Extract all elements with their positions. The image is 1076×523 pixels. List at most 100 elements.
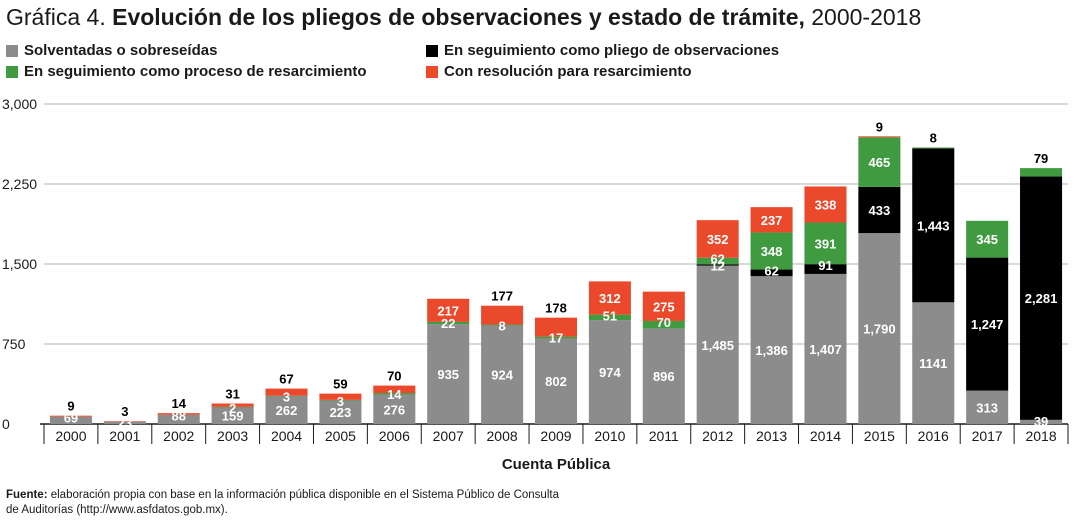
legend-item-proceso: En seguimiento como proceso de resarcimi… [6,63,367,80]
data-label: 62 [764,264,778,279]
data-label: 9 [876,119,883,134]
bar-segment [319,393,362,400]
title-main: Evolución de los pliegos de observacione… [112,4,805,30]
data-label: 22 [441,316,455,331]
y-tick-label: 750 [2,336,26,352]
legend-label-pliego: En seguimiento como pliego de observacio… [444,42,780,59]
data-label: 313 [976,400,998,415]
legend-item-solventadas: Solventadas o sobreseídas [6,42,217,59]
x-tick-label: 2016 [918,428,949,444]
bar-segment [696,264,739,266]
data-label: 896 [653,369,675,384]
bar-segment [804,222,847,265]
bar-segment [481,324,524,326]
bar-segment [265,395,308,397]
bar-segment [319,400,362,424]
x-tick-label: 2007 [433,428,464,444]
bar-segment [211,407,254,424]
title-years: 2000-2018 [811,4,922,30]
data-label: 159 [222,409,244,424]
data-label: 70 [657,315,671,330]
legend-swatch-resolucion [426,65,438,78]
legend-item-resolucion: Con resolución para resarcimiento [426,63,692,80]
y-tick-label: 3,000 [2,96,37,112]
bar-segment [481,325,524,424]
bar-segment [642,320,685,329]
data-label: 1,386 [755,343,788,358]
legend-swatch-solventadas [6,44,18,57]
data-label: 338 [815,197,837,212]
bar-segment [319,399,362,401]
bar-segment [534,338,578,424]
bar-segment [696,220,739,258]
bar-segment [265,396,308,424]
x-tick-label: 2018 [1025,428,1056,444]
bar-segment [696,257,739,265]
bar-segment [373,393,416,395]
data-label: 276 [383,402,405,417]
x-tick-label: 2006 [379,428,410,444]
data-label: 262 [276,403,298,418]
bar-segment [588,314,631,321]
bar-segment [912,148,955,303]
source-label: Fuente: [6,489,48,501]
data-label: 237 [761,213,783,228]
data-label: 31 [225,387,239,402]
data-label: 3 [337,394,344,409]
x-tick-label: 2015 [864,428,895,444]
bar-segment [966,257,1009,391]
bar-segment [157,413,200,415]
bar-segment [534,317,578,337]
y-tick-label: 0 [2,416,10,432]
data-label: 924 [491,368,513,383]
data-label: 39 [1034,414,1048,429]
bar-segment [588,281,631,315]
data-label: 17 [549,331,563,346]
data-label: 802 [545,374,567,389]
data-label: 70 [387,369,401,384]
x-axis-title: Cuenta Pública [502,456,611,473]
x-tick-label: 2003 [217,428,248,444]
data-label: 2,281 [1025,291,1058,306]
data-label: 177 [491,289,513,304]
x-tick-label: 2005 [325,428,356,444]
bar-segment [157,414,200,424]
x-tick-label: 2010 [594,428,625,444]
bar-segment [103,421,146,424]
source-text: elaboración propia con base en la inform… [6,489,559,516]
bar-segment [427,324,470,424]
bar-segment [858,137,901,187]
data-label: 312 [599,291,621,306]
bar-segment [642,291,685,321]
bar-segment [858,136,901,138]
bar-segment [1020,419,1063,424]
data-label: 14 [172,396,187,411]
data-label: 23 [118,416,132,431]
bar-segment [750,269,793,277]
data-label: 62 [710,252,724,267]
data-label: 345 [976,232,998,247]
legend-item-pliego: En seguimiento como pliego de observacio… [426,42,779,59]
bar-segment [696,265,739,424]
data-label: 1,443 [917,218,950,233]
data-label: 59 [333,377,347,392]
bar-segment [966,390,1009,424]
bar-segment [534,336,578,339]
bar-segment [858,186,901,234]
data-label: 465 [869,155,891,170]
bar-segment [49,415,92,417]
stacked-bar-chart: 07501,5002,2503,000699200023320018814200… [2,96,1069,473]
source-note: Fuente: elaboración propia con base en l… [6,488,566,518]
bar-segment [211,406,254,408]
x-tick-label: 2004 [271,428,302,444]
bar-segment [750,276,793,424]
data-label: 88 [172,409,186,424]
data-label: 8 [930,131,937,146]
data-label: 8 [498,319,505,334]
bar-segment [804,264,847,274]
data-label: 433 [869,203,891,218]
data-label: 1,485 [701,338,734,353]
bar-segment [481,305,524,325]
data-label: 69 [64,411,78,426]
bar-segment [804,186,847,223]
